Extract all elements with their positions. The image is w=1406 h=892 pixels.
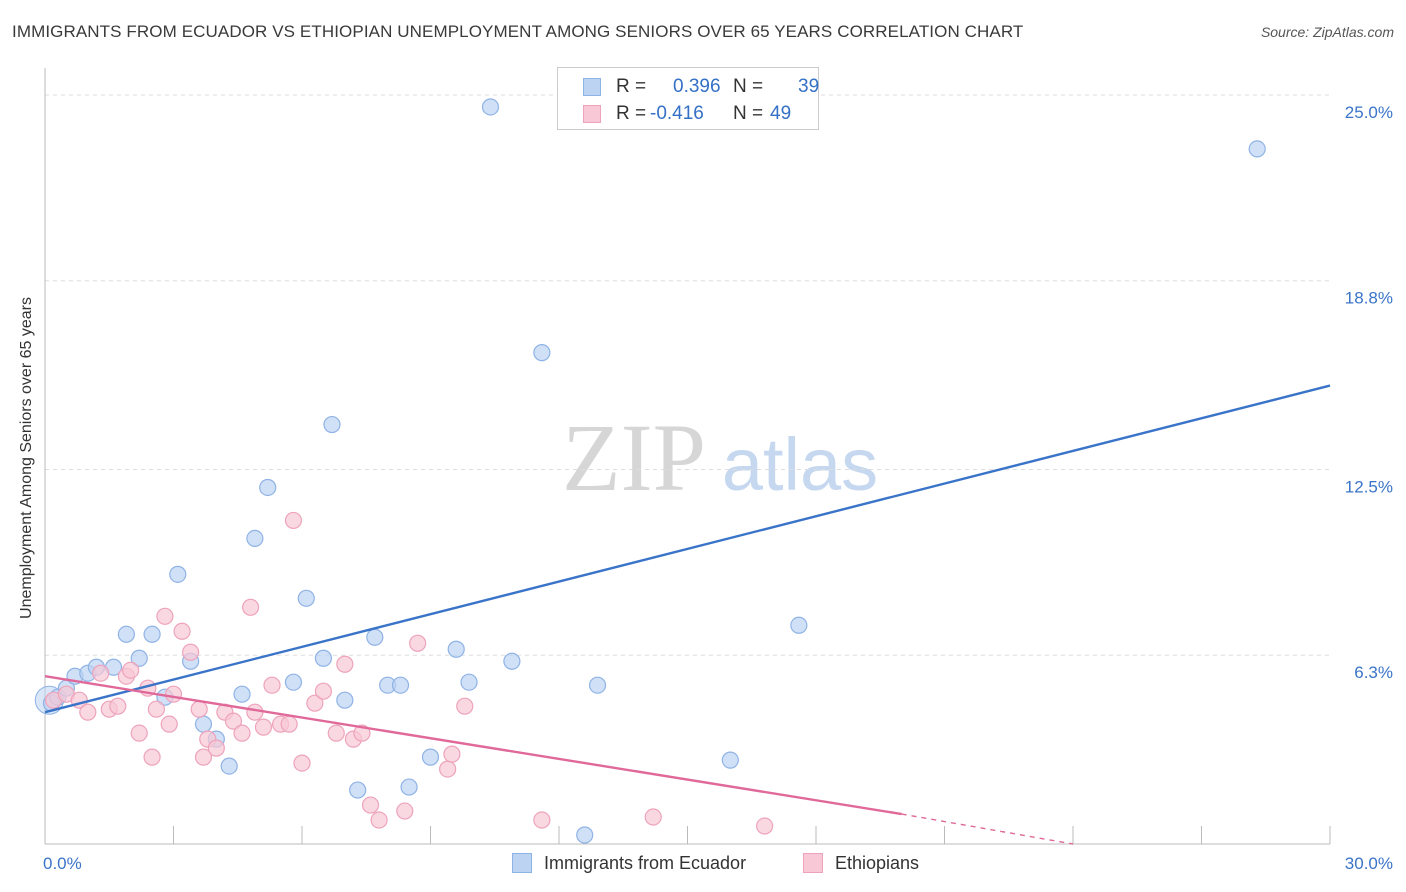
data-point-ethiopians [109, 697, 127, 715]
data-point-ethiopians [439, 760, 457, 778]
data-point-ethiopians [79, 703, 97, 721]
bottom-legend-swatch-ecuador [512, 853, 532, 873]
y-tick-label: 6.3% [1354, 663, 1393, 682]
bottom-legend-label-ecuador: Immigrants from Ecuador [544, 853, 747, 873]
data-point-ethiopians [396, 802, 414, 820]
data-point-ethiopians [293, 754, 311, 772]
data-point-ecuador [143, 625, 161, 643]
data-point-ecuador [576, 826, 594, 844]
bottom-legend-label-ethiopians: Ethiopians [835, 853, 920, 873]
watermark-zip: ZIP [562, 404, 706, 511]
data-point-ethiopians [254, 718, 273, 736]
legend-n-value: 39 [798, 76, 820, 97]
data-point-ecuador [503, 652, 521, 670]
data-point-ecuador [721, 751, 739, 769]
data-point-ecuador [481, 98, 500, 116]
bottom-legend-swatch-ethiopians [803, 853, 823, 873]
trend-line-ethiopians [44, 675, 902, 816]
data-point-ecuador [130, 649, 148, 667]
data-point-ethiopians [456, 697, 474, 715]
data-point-ecuador [1248, 140, 1266, 158]
data-point-ethiopians [263, 676, 281, 694]
data-point-ecuador [233, 685, 251, 703]
data-point-ecuador [421, 748, 440, 766]
x-tick-label: 30.0% [1345, 854, 1393, 873]
data-point-ethiopians [280, 715, 298, 733]
y-tick-label: 12.5% [1345, 477, 1393, 496]
data-point-ethiopians [164, 685, 183, 703]
data-point-ethiopians [130, 724, 148, 742]
data-point-ecuador [169, 565, 187, 583]
data-point-ethiopians [284, 511, 303, 530]
data-point-ethiopians [143, 748, 161, 766]
data-point-ethiopians [306, 694, 324, 712]
data-point-ecuador [323, 415, 341, 434]
data-point-ecuador [366, 628, 384, 646]
data-point-ethiopians [122, 661, 140, 679]
legend-r-label: R = [616, 76, 647, 97]
data-point-ecuador [588, 676, 607, 694]
data-point-ethiopians [443, 745, 461, 763]
y-tick-label: 25.0% [1345, 103, 1393, 122]
data-point-ethiopians [156, 607, 174, 625]
data-point-ecuador [246, 529, 264, 548]
legend-swatch-ethiopians [583, 105, 601, 123]
watermark-atlas: atlas [722, 423, 878, 506]
data-point-ecuador [194, 715, 213, 733]
stats-legend: R = 0.396 N = 39 R = -0.416 N = 49 [557, 67, 819, 130]
data-point-ethiopians [533, 811, 551, 829]
data-point-ecuador [400, 778, 418, 796]
data-point-ethiopians [353, 724, 371, 742]
data-point-ethiopians [207, 739, 225, 757]
data-point-ethiopians [242, 598, 260, 616]
data-point-ethiopians [370, 811, 388, 829]
data-point-ethiopians [147, 700, 165, 718]
trend-line-ecuador [44, 384, 1331, 714]
data-point-ethiopians [336, 655, 354, 673]
data-point-ethiopians [246, 703, 264, 721]
data-point-ecuador [533, 344, 551, 362]
data-point-ethiopians [409, 634, 427, 652]
data-point-ethiopians [314, 682, 333, 700]
legend-r-value: -0.416 [650, 103, 704, 124]
data-point-ethiopians [190, 700, 208, 718]
data-point-ethiopians [160, 715, 178, 733]
data-point-ecuador [314, 649, 333, 667]
data-point-ecuador [336, 691, 354, 709]
data-point-ecuador [259, 478, 277, 497]
legend-r-value: 0.396 [673, 76, 721, 97]
data-point-ethiopians [644, 808, 662, 826]
data-point-ethiopians [182, 643, 200, 661]
y-tick-label: 18.8% [1345, 289, 1393, 308]
data-point-ecuador [391, 676, 410, 694]
data-point-ecuador [447, 640, 465, 658]
data-point-ethiopians [361, 796, 380, 814]
data-point-ethiopians [173, 622, 191, 640]
data-point-ecuador [297, 589, 315, 607]
data-point-ethiopians [194, 748, 213, 766]
data-point-ethiopians [92, 664, 110, 682]
data-point-ecuador [790, 616, 808, 634]
data-point-ethiopians [224, 712, 243, 730]
data-point-ethiopians [755, 817, 774, 835]
source-label: Source: ZipAtlas.com [1260, 24, 1394, 40]
chart-title: IMMIGRANTS FROM ECUADOR VS ETHIOPIAN UNE… [12, 22, 1024, 41]
data-point-ethiopians [327, 724, 345, 742]
legend-n-label: N = [733, 103, 764, 124]
legend-n-label: N = [733, 76, 764, 97]
legend-r-label: R = [616, 103, 647, 124]
trend-line-ethiopians-extension [901, 813, 1074, 845]
data-point-ecuador [349, 781, 367, 799]
data-point-ecuador [117, 625, 135, 643]
legend-n-value: 49 [770, 103, 792, 124]
data-point-ethiopians [233, 724, 251, 742]
data-point-ecuador [460, 673, 478, 691]
x-tick-label: 0.0% [43, 854, 82, 873]
legend-swatch-ecuador [583, 78, 601, 96]
data-point-ecuador [284, 673, 303, 691]
data-point-ecuador [220, 757, 238, 775]
